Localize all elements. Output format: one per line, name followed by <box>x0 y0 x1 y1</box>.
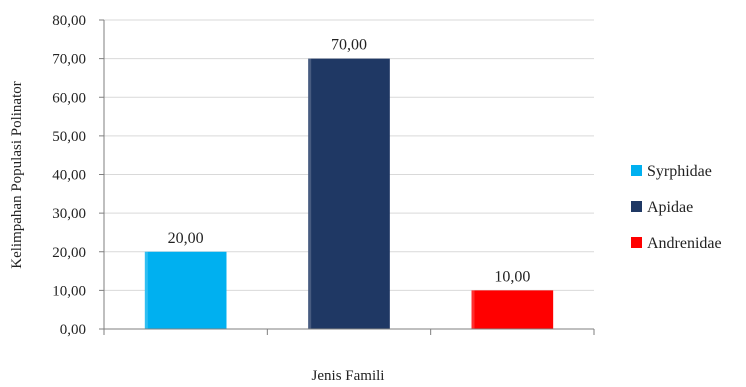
bar-highlight <box>144 251 148 329</box>
bar-highlight <box>308 58 312 329</box>
y-tick-label: 40,00 <box>52 168 86 184</box>
bar-andrenidae <box>471 290 554 329</box>
y-tick-label: 80,00 <box>52 13 86 29</box>
y-tick-labels: 0,00 10,00 20,00 30,00 40,00 50,00 60,00 70,00 8… <box>52 13 86 338</box>
legend-swatch <box>631 165 642 176</box>
data-labels: 20,00 70,00 10,00 <box>168 37 531 286</box>
y-tick-label: 70,00 <box>52 52 86 68</box>
y-tick-label: 0,00 <box>60 322 86 338</box>
legend-entry: Andrenidae <box>647 235 722 252</box>
y-tick-label: 20,00 <box>52 245 86 261</box>
x-axis-title: Jenis Famili <box>312 368 385 384</box>
y-tick-label: 30,00 <box>52 206 86 222</box>
bar-highlight <box>471 290 475 329</box>
data-label: 70,00 <box>331 37 367 54</box>
legend-swatch <box>631 237 642 248</box>
bar-apidae <box>308 58 390 329</box>
data-label: 10,00 <box>494 268 530 285</box>
bar-syrphidae <box>144 251 227 329</box>
data-label: 20,00 <box>168 230 204 247</box>
legend-swatch <box>631 201 642 212</box>
axes <box>99 19 595 335</box>
y-tick-label: 10,00 <box>52 283 86 299</box>
legend-entry: Syrphidae <box>647 163 712 180</box>
y-tick-label: 60,00 <box>52 90 86 106</box>
y-tick-label: 50,00 <box>52 129 86 145</box>
legend-entry: Apidae <box>647 199 693 216</box>
legend: Syrphidae Apidae Andrenidae <box>631 163 722 252</box>
bars <box>144 58 554 329</box>
y-axis-title: Kelimpahan Populasi Polinator <box>9 81 25 268</box>
